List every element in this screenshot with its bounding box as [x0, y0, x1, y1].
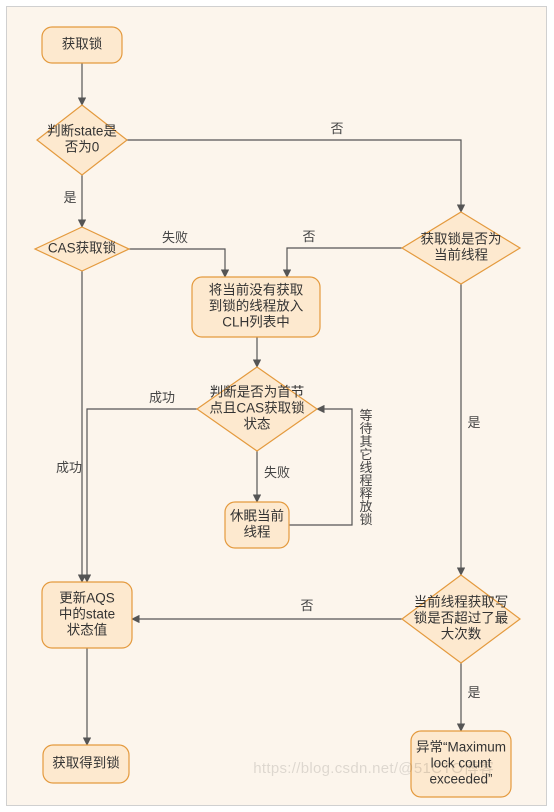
edge-label-d_state0-d_cas: 是 — [63, 190, 76, 205]
node-text-d_state0-0: 判断state是 — [47, 124, 117, 139]
node-text-p_update-2: 状态值 — [67, 623, 108, 638]
node-text-d_head-2: 状态 — [244, 417, 271, 432]
node-text-end_err-0: 异常“Maximum — [416, 740, 506, 755]
node-text-d_owner-0: 获取锁是否为 — [421, 232, 502, 247]
node-text-end_ok-0: 获取得到锁 — [52, 755, 120, 771]
node-p_sleep: 休眠当前线程 — [225, 502, 289, 548]
edge-d_state0-d_owner — [127, 140, 461, 212]
watermark-text: https://blog.csdn.net/@51CTO博客 — [253, 757, 494, 778]
flowchart-canvas: 是否失败否失败等待其它线程释放锁成功成功是否是获取锁判断state是否为0CAS… — [6, 6, 547, 806]
edge-label-d_head-p_update: 成功 — [149, 390, 175, 405]
edge-label-d_maxcnt-end_err: 是 — [467, 685, 480, 700]
edge-label-d_cas-p_clh: 失败 — [162, 230, 188, 245]
node-text-p_clh-1: 到锁的线程放入 — [209, 299, 304, 314]
node-d_head: 判断是否为首节点且CAS获取锁状态 — [197, 367, 317, 451]
node-text-d_state0-1: 否为0 — [65, 140, 100, 155]
node-text-d_head-1: 点且CAS获取锁 — [209, 401, 304, 416]
node-text-p_clh-0: 将当前没有获取 — [209, 282, 304, 298]
edge-label-d_head-p_sleep: 失败 — [264, 465, 290, 480]
edge-label-d_cas-p_update: 成功 — [56, 460, 82, 475]
node-d_state0: 判断state是否为0 — [37, 105, 127, 175]
edge-label-d_maxcnt-p_update: 否 — [300, 598, 313, 613]
node-text-d_owner-1: 当前线程 — [434, 247, 488, 263]
node-text-d_maxcnt-1: 锁是否超过了最 — [414, 611, 509, 626]
node-text-d_head-0: 判断是否为首节 — [210, 385, 305, 400]
node-start: 获取锁 — [42, 27, 122, 63]
node-text-d_maxcnt-2: 大次数 — [441, 627, 482, 642]
edge-label-d_owner-d_maxcnt: 是 — [467, 415, 480, 430]
node-text-p_clh-2: CLH列表中 — [222, 315, 290, 330]
node-text-p_update-0: 更新AQS — [59, 591, 115, 606]
edge-label-d_state0-d_owner: 否 — [330, 121, 343, 136]
node-text-start-0: 获取锁 — [62, 37, 103, 52]
node-text-d_maxcnt-0: 当前线程获取写 — [414, 594, 509, 610]
edge-d_head-p_update — [87, 409, 197, 582]
edge-p_sleep-d_head — [289, 409, 352, 525]
node-p_update: 更新AQS中的state状态值 — [42, 582, 132, 648]
edge-d_cas-p_clh — [129, 249, 225, 277]
edge-label-p_sleep-d_head: 等待其它线程释放锁 — [358, 408, 373, 526]
edge-label-d_owner-p_clh: 否 — [302, 229, 315, 244]
node-text-d_cas-0: CAS获取锁 — [48, 241, 116, 256]
node-d_maxcnt: 当前线程获取写锁是否超过了最大次数 — [402, 575, 520, 663]
node-text-p_sleep-0: 休眠当前 — [230, 508, 284, 524]
flowchart-svg: 是否失败否失败等待其它线程释放锁成功成功是否是获取锁判断state是否为0CAS… — [7, 7, 548, 807]
node-p_clh: 将当前没有获取到锁的线程放入CLH列表中 — [192, 277, 320, 337]
node-d_owner: 获取锁是否为当前线程 — [402, 212, 520, 284]
node-end_ok: 获取得到锁 — [43, 745, 129, 783]
edge-d_owner-p_clh — [287, 248, 402, 277]
node-text-p_sleep-1: 线程 — [244, 525, 271, 540]
node-d_cas: CAS获取锁 — [35, 227, 129, 271]
node-text-p_update-1: 中的state — [59, 607, 115, 622]
